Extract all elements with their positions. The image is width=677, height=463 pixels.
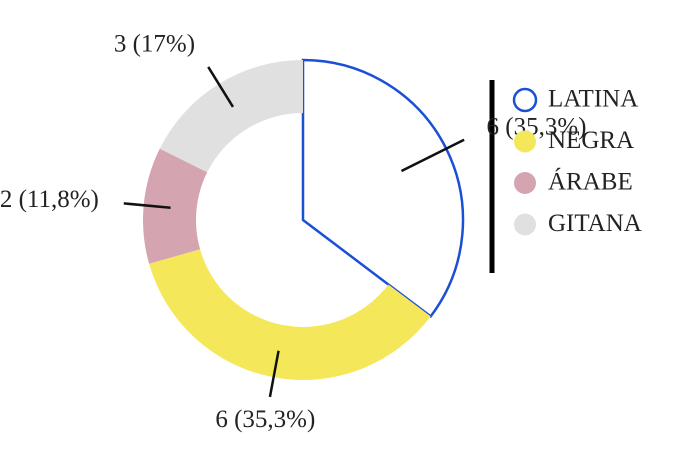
data-label: 2 (11,8%) — [0, 186, 99, 213]
leader-line — [207, 66, 235, 108]
leader-line — [400, 138, 465, 173]
slice — [143, 148, 208, 264]
leader-line — [123, 202, 171, 209]
legend-swatch — [512, 87, 538, 113]
data-label: 3 (17%) — [114, 30, 195, 57]
slice — [149, 249, 431, 381]
data-label: 6 (35,3%) — [487, 113, 587, 140]
data-label: 6 (35,3%) — [215, 406, 315, 433]
legend-swatch — [514, 172, 536, 194]
legend-label: GITANA — [548, 210, 642, 237]
legend-swatch — [514, 130, 536, 153]
legend-label: ÁRABE — [548, 168, 633, 196]
legend-label: NEGRA — [548, 127, 634, 154]
leader-line — [268, 350, 280, 398]
legend-label: LATINA — [548, 86, 638, 113]
slice — [301, 58, 465, 319]
legend-swatch — [514, 213, 536, 236]
slice — [159, 60, 303, 173]
